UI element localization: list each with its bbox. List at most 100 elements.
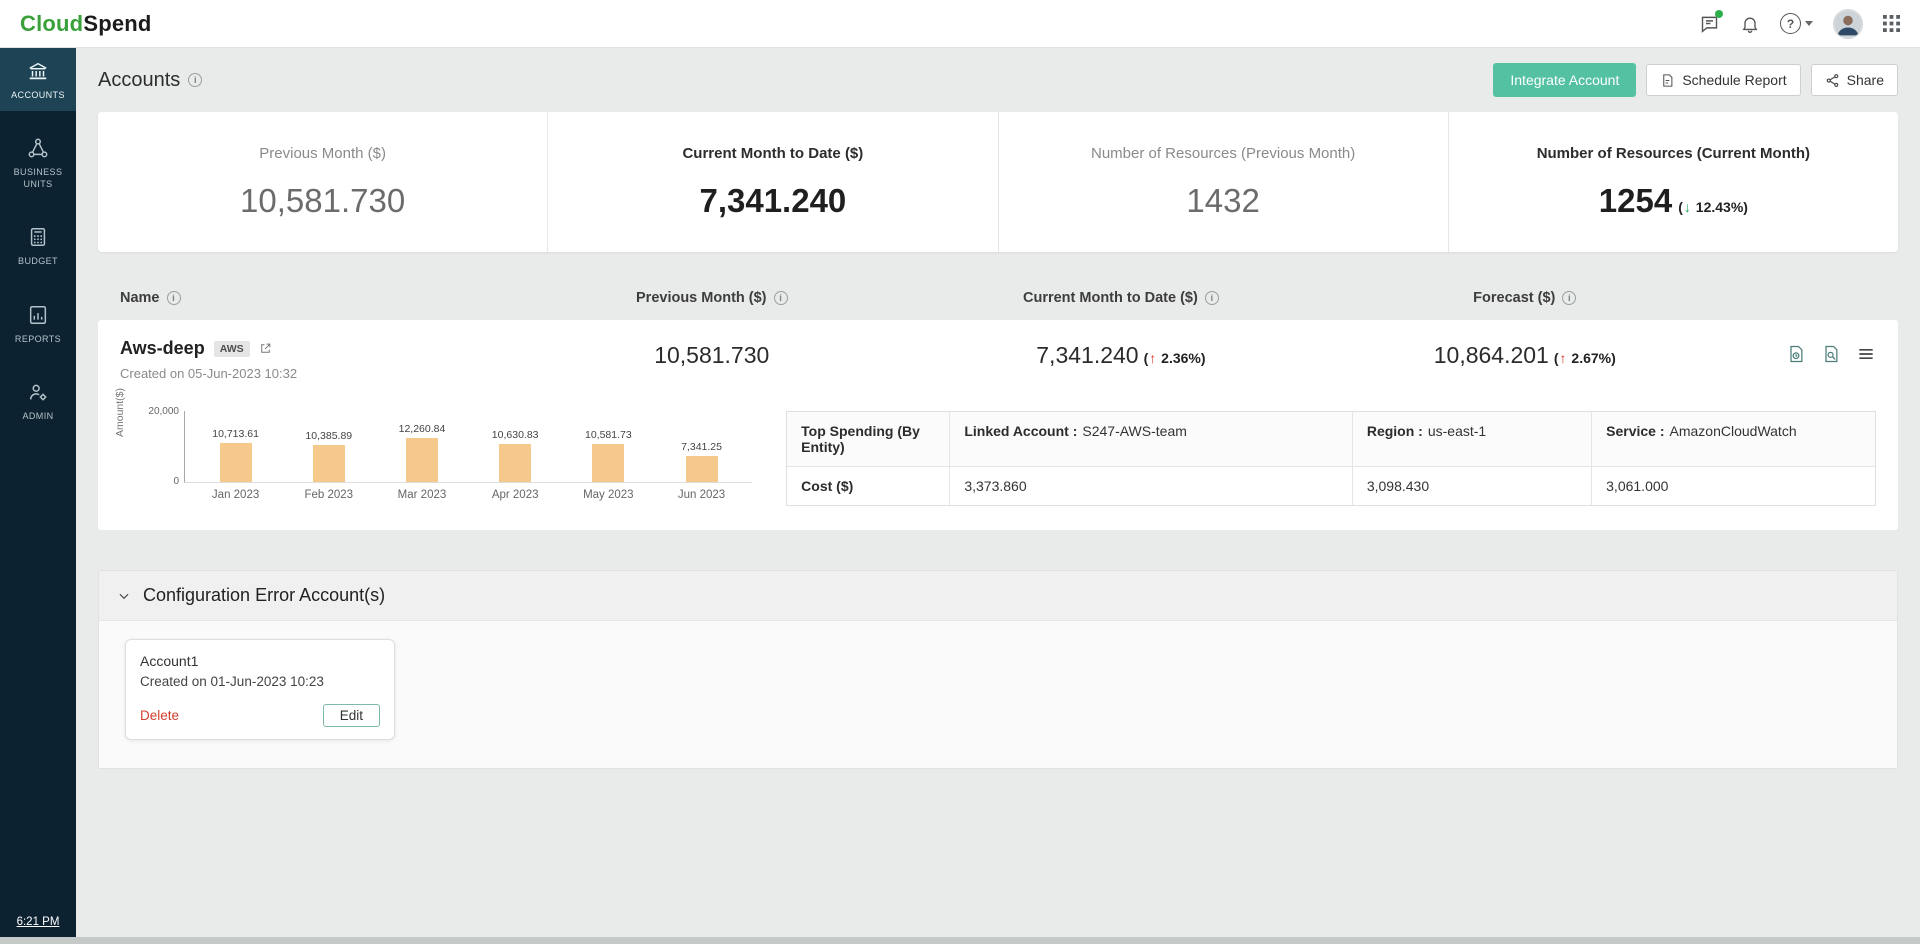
help-icon[interactable]: ? — [1780, 13, 1813, 34]
account-created-date: Created on 05-Jun-2023 10:32 — [120, 366, 298, 381]
y-tick-zero: 0 — [173, 476, 179, 487]
chart-bar-group: 10,385.89 Feb 2023 — [282, 411, 375, 501]
account-forecast-value: 10,864.201 (↑ 2.67%) — [1433, 342, 1616, 368]
integrate-account-button[interactable]: Integrate Account — [1493, 63, 1637, 97]
topbar: CloudSpend ? — [0, 0, 1920, 48]
cost-label-cell: Cost ($) — [787, 467, 951, 505]
account-current-month-value: 7,341.240 (↑ 2.36%) — [1036, 342, 1206, 368]
column-header-forecast: Forecast ($) i — [1325, 290, 1725, 306]
bar-category-label: Mar 2023 — [397, 489, 447, 501]
column-header-current-month: Current Month to Date ($) i — [917, 290, 1324, 306]
timezone-clock[interactable]: 6:21 PM — [16, 916, 60, 928]
schedule-report-button[interactable]: Schedule Report — [1646, 64, 1801, 96]
linked-account-header-cell: Linked Account : S247-AWS-team — [950, 412, 1353, 467]
summary-count: 1254 — [1598, 181, 1673, 219]
monthly-spend-chart: Amount($) 20,000 0 10,713.61 Jan 2023 10,3… — [114, 388, 753, 506]
sidebar-item-business-units[interactable]: BUSINESS UNITS — [0, 125, 76, 200]
resources-delta: (↓ 12.43%) — [1678, 198, 1748, 215]
bar-value-label: 10,713.61 — [212, 428, 259, 440]
column-header-name: Name i — [120, 290, 506, 306]
sidebar-item-accounts[interactable]: ACCOUNTS — [0, 48, 76, 112]
summary-resources-current: Number of Resources (Current Month) 1254… — [1449, 112, 1898, 252]
external-link-icon[interactable] — [259, 342, 272, 355]
notifications-bell-icon[interactable] — [1740, 14, 1760, 34]
network-nodes-icon — [3, 137, 73, 159]
delete-link[interactable]: Delete — [140, 708, 180, 723]
top-spending-table: Top Spending (By Entity) Linked Account … — [786, 411, 1876, 506]
provider-badge: AWS — [213, 340, 250, 357]
share-icon — [1825, 73, 1840, 88]
sidebar-item-admin[interactable]: ADMIN — [0, 369, 76, 432]
account-card: Aws-deep AWS Created on 05-Jun-2023 10:3… — [98, 320, 1898, 530]
current-month-info-icon[interactable]: i — [1204, 291, 1219, 305]
sidebar-item-reports[interactable]: REPORTS — [0, 292, 76, 355]
chart-y-axis-label: Amount($) — [114, 387, 126, 437]
summary-value: 7,341.240 — [699, 181, 847, 219]
apps-grid-icon[interactable] — [1883, 15, 1900, 32]
account-name-link[interactable]: Aws-deep — [120, 338, 205, 358]
summary-previous-month: Previous Month ($) 10,581.730 — [98, 112, 549, 252]
feedback-notification-dot — [1715, 10, 1723, 18]
error-account-name: Account1 — [140, 653, 199, 669]
chart-bar-group: 7,341.25 Jun 2023 — [655, 411, 748, 501]
feedback-icon[interactable] — [1699, 10, 1723, 34]
bar-value-label: 10,385.89 — [305, 430, 353, 442]
chart-bar — [312, 445, 345, 482]
account-previous-month-value: 10,581.730 — [654, 342, 770, 368]
previous-month-info-icon[interactable]: i — [773, 291, 788, 305]
calculator-icon — [3, 226, 73, 248]
cost-value-cell: 3,373.860 — [950, 467, 1353, 505]
share-label: Share — [1846, 72, 1884, 88]
bar-category-label: Apr 2023 — [491, 489, 539, 501]
forecast-info-icon[interactable]: i — [1562, 291, 1577, 305]
sidebar-item-label: ACCOUNTS — [11, 90, 65, 100]
help-chevron-down-icon — [1805, 21, 1813, 26]
bar-category-label: Jun 2023 — [677, 489, 726, 501]
chart-bar-group: 12,260.84 Mar 2023 — [375, 411, 468, 501]
main-content: Accounts i Integrate Account Schedule Re… — [76, 48, 1920, 944]
up-arrow-icon: ↑ — [1149, 350, 1157, 366]
service-header-cell: Service : AmazonCloudWatch — [1592, 412, 1875, 467]
accounts-info-icon[interactable]: i — [188, 73, 203, 87]
down-arrow-icon: ↓ — [1683, 198, 1691, 215]
bar-value-label: 10,630.83 — [491, 429, 539, 441]
sidebar-item-budget[interactable]: BUDGET — [0, 214, 76, 277]
config-error-section: Configuration Error Account(s) Account1 … — [98, 570, 1898, 769]
name-info-icon[interactable]: i — [166, 291, 181, 305]
summary-label: Number of Resources (Previous Month) — [1090, 144, 1356, 162]
summary-value: 1254 (↓ 12.43%) — [1599, 182, 1748, 220]
config-error-body: Account1 Created on 01-Jun-2023 10:23 De… — [99, 621, 1897, 768]
chart-bar-group: 10,581.73 May 2023 — [562, 411, 655, 501]
bottom-edge — [0, 937, 1920, 944]
sidebar-item-label: REPORTS — [14, 333, 62, 344]
edit-button[interactable]: Edit — [322, 704, 380, 727]
cost-value-cell: 3,061.000 — [1606, 478, 1669, 494]
bar-value-label: 10,581.73 — [584, 429, 632, 441]
user-avatar[interactable] — [1833, 8, 1863, 39]
account-detail-row: Amount($) 20,000 0 10,713.61 Jan 2023 10,3… — [114, 388, 1876, 506]
logo-cloud: Cloud — [20, 10, 84, 36]
config-error-header[interactable]: Configuration Error Account(s) — [99, 571, 1897, 621]
integrate-account-label: Integrate Account — [1510, 72, 1620, 88]
sidebar-item-label: BUSINESS UNITS — [13, 167, 63, 190]
current-month-delta: (↑ 2.36%) — [1143, 350, 1206, 366]
sidebar-item-label: ADMIN — [22, 410, 54, 421]
page-header: Accounts i Integrate Account Schedule Re… — [98, 48, 1898, 112]
summary-value: 10,581.730 — [240, 181, 406, 219]
share-button[interactable]: Share — [1810, 64, 1898, 96]
chart-bar — [405, 438, 438, 482]
schedule-report-label: Schedule Report — [1682, 72, 1787, 88]
error-account-card: Account1 Created on 01-Jun-2023 10:23 De… — [125, 639, 395, 740]
top-spending-header-cell: Top Spending (By Entity) — [787, 412, 951, 467]
bar-value-label: 7,341.25 — [681, 441, 722, 453]
export-report-icon[interactable] — [1786, 344, 1806, 364]
error-account-created: Created on 01-Jun-2023 10:23 — [140, 674, 324, 689]
y-tick-max: 20,000 — [148, 406, 179, 417]
config-error-title: Configuration Error Account(s) — [143, 585, 386, 605]
column-header-previous-month: Previous Month ($) i — [506, 290, 917, 306]
app-logo: CloudSpend — [20, 11, 152, 37]
row-menu-icon[interactable] — [1856, 344, 1876, 364]
chart-plot-area: 20,000 0 10,713.61 Jan 2023 10,385.89 Feb 2… — [148, 406, 753, 501]
view-report-icon[interactable] — [1821, 344, 1841, 364]
chart-bar — [685, 456, 718, 482]
